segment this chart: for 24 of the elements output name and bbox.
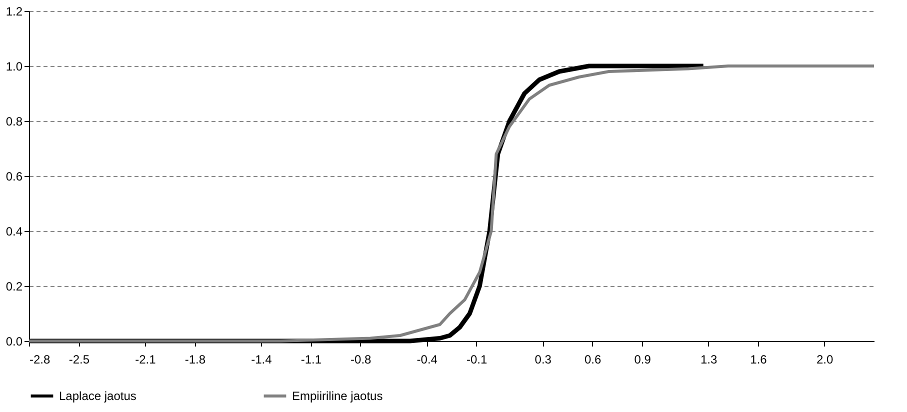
x-tick-label: -0.4 <box>416 352 438 366</box>
y-tick-label: 0.2 <box>6 280 23 294</box>
x-tick-label: 1.3 <box>700 352 718 366</box>
y-tick-label: 1.2 <box>6 4 23 18</box>
x-tick-label: -1.4 <box>251 352 272 366</box>
y-tick-label: 0.4 <box>6 224 23 238</box>
x-tick-label: 0.6 <box>584 352 602 366</box>
x-tick-label: 1.6 <box>750 352 768 366</box>
legend-label: Empiiriline jaotus <box>292 389 383 403</box>
x-tick-label: -0.1 <box>466 352 488 366</box>
x-tick-label: -1.8 <box>184 352 206 366</box>
y-tick-label: 0.0 <box>6 334 23 348</box>
y-tick-label: 0.8 <box>6 114 23 128</box>
x-tick-label: -2.5 <box>68 352 90 366</box>
x-tick-label: -2.1 <box>135 352 156 366</box>
x-tick-label: 2.0 <box>816 352 834 366</box>
x-tick-label: 0.3 <box>534 352 552 366</box>
y-tick-label: 0.6 <box>6 170 23 184</box>
x-tick-label: -0.8 <box>350 352 372 366</box>
y-tick-label: 1.0 <box>6 60 23 74</box>
legend-label: Laplace jaotus <box>59 389 136 403</box>
x-tick-label: 0.9 <box>634 352 652 366</box>
x-tick-label: -2.8 <box>30 352 51 366</box>
x-tick-label: -1.1 <box>300 352 322 366</box>
